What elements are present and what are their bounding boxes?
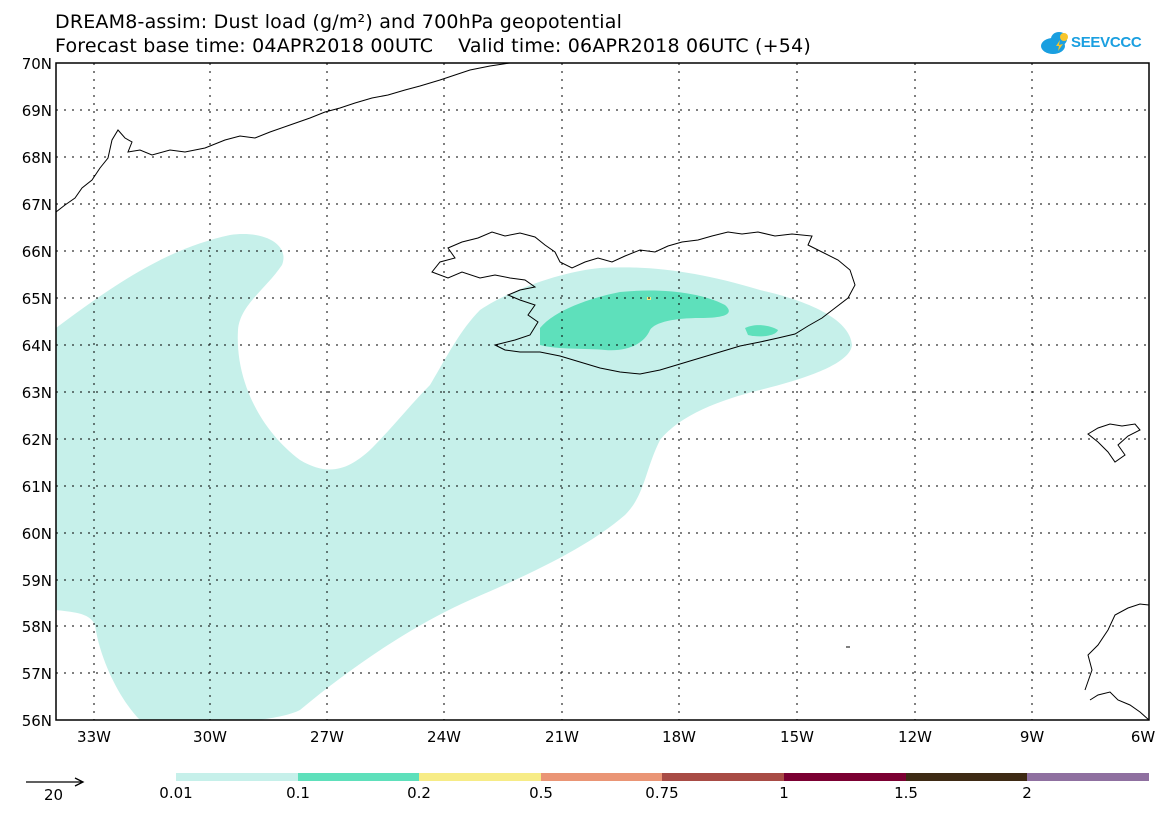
lat-label-66n: 66N xyxy=(21,243,52,261)
lat-label-64n: 64N xyxy=(21,337,52,355)
colorbar-swatch-6 xyxy=(906,773,1027,781)
lon-label-30w: 30W xyxy=(193,728,227,746)
colorbar-swatch-2 xyxy=(419,773,541,781)
lon-label-27w: 27W xyxy=(310,728,344,746)
colorbar-label-2: 0.2 xyxy=(407,784,431,802)
lat-label-68n: 68N xyxy=(21,149,52,167)
colorbar-swatch-5 xyxy=(784,773,906,781)
iceland-coast xyxy=(431,231,856,375)
lon-label-18w: 18W xyxy=(662,728,696,746)
coastlines xyxy=(56,63,1149,720)
colorbar-swatch-4 xyxy=(662,773,784,781)
forecast-times: Forecast base time: 04APR2018 00UTC Vali… xyxy=(55,35,811,57)
dust-plume-medium xyxy=(540,290,729,351)
dust-plume-light xyxy=(56,234,852,720)
lat-label-69n: 69N xyxy=(21,102,52,120)
lon-grid xyxy=(93,63,1033,720)
lat-label-57n: 57N xyxy=(21,665,52,683)
lat-label-60n: 60N xyxy=(21,525,52,543)
lat-label-56n: 56N xyxy=(21,712,52,730)
colorbar-swatch-1 xyxy=(298,773,419,781)
lon-label-6w: 6W xyxy=(1130,728,1156,746)
map-frame xyxy=(55,62,1150,721)
lat-label-58n: 58N xyxy=(21,618,52,636)
greenland-coast xyxy=(56,63,511,213)
colorbar-label-1: 0.1 xyxy=(286,784,310,802)
colorbar-label-5: 1 xyxy=(779,784,789,802)
colorbar xyxy=(176,773,1149,781)
vector-reference-label: 20 xyxy=(44,786,64,804)
lat-label-67n: 67N xyxy=(21,196,52,214)
lon-label-21w: 21W xyxy=(545,728,579,746)
lon-label-12w: 12W xyxy=(898,728,932,746)
colorbar-swatch-0 xyxy=(176,773,298,781)
colorbar-label-0: 0.01 xyxy=(159,784,193,802)
colorbar-swatch-3 xyxy=(541,773,662,781)
lat-label-59n: 59N xyxy=(21,572,52,590)
lon-label-33w: 33W xyxy=(77,728,111,746)
map-title: DREAM8-assim: Dust load (g/m²) and 700hP… xyxy=(55,11,623,33)
scotland-coast xyxy=(1084,603,1149,720)
colorbar-label-4: 0.75 xyxy=(645,784,679,802)
lon-label-9w: 9W xyxy=(1019,728,1045,746)
colorbar-label-3: 0.5 xyxy=(529,784,553,802)
faroe-coast xyxy=(1087,423,1141,463)
colorbar-label-6: 1.5 xyxy=(894,784,918,802)
cloud-sun-icon xyxy=(1041,32,1068,54)
lat-label-65n: 65N xyxy=(21,290,52,308)
colorbar-label-7: 2 xyxy=(1022,784,1032,802)
lat-label-62n: 62N xyxy=(21,431,52,449)
lat-label-63n: 63N xyxy=(21,384,52,402)
lon-label-24w: 24W xyxy=(427,728,461,746)
lon-label-15w: 15W xyxy=(780,728,814,746)
lat-label-70n: 70N xyxy=(21,55,52,73)
vector-reference-arrow xyxy=(26,777,85,787)
colorbar-swatch-7 xyxy=(1027,773,1149,781)
dust-plume-medium-east xyxy=(745,325,778,337)
logo-text: SEEVCCC xyxy=(1071,34,1142,51)
lat-label-61n: 61N xyxy=(21,478,52,496)
